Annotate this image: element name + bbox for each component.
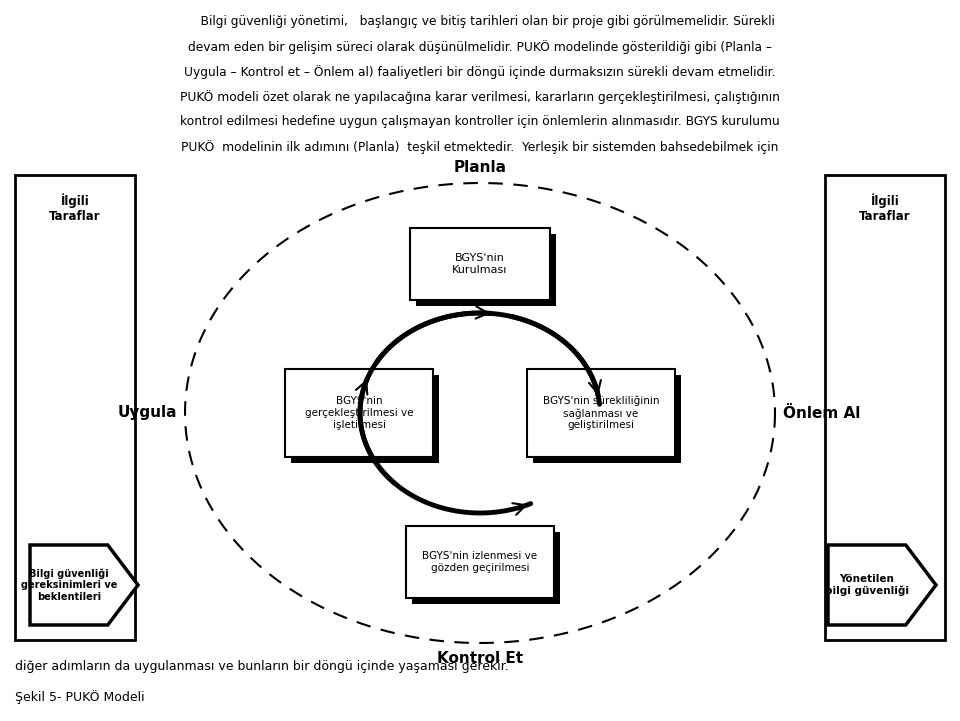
FancyBboxPatch shape (291, 375, 439, 463)
Text: BGYS'nin
gerçekleştirilmesi ve
işletilmesi: BGYS'nin gerçekleştirilmesi ve işletilme… (304, 397, 413, 430)
Text: Uygula: Uygula (117, 405, 177, 420)
FancyBboxPatch shape (410, 228, 550, 300)
Text: Önlem Al: Önlem Al (783, 405, 860, 420)
Text: İlgili
Taraflar: İlgili Taraflar (859, 193, 911, 223)
Text: kontrol edilmesi hedefine uygun çalışmayan kontroller için önlemlerin alınmasıdı: kontrol edilmesi hedefine uygun çalışmay… (180, 115, 780, 128)
Text: PUKÖ modeli özet olarak ne yapılacağına karar verilmesi, kararların gerçekleştir: PUKÖ modeli özet olarak ne yapılacağına … (180, 90, 780, 104)
Text: BGYS'nin izlenmesi ve
gözden geçirilmesi: BGYS'nin izlenmesi ve gözden geçirilmesi (422, 551, 538, 572)
Text: devam eden bir gelişim süreci olarak düşünülmelidir. PUKÖ modelinde gösterildiği: devam eden bir gelişim süreci olarak düş… (188, 40, 772, 54)
FancyBboxPatch shape (406, 526, 554, 598)
Text: Kontrol Et: Kontrol Et (437, 651, 523, 666)
Text: BGYS'nin sürekliliğinin
sağlanması ve
geliştirilmesi: BGYS'nin sürekliliğinin sağlanması ve ge… (542, 396, 660, 430)
Text: İlgili
Taraflar: İlgili Taraflar (49, 193, 101, 223)
Text: BGYS'nin
Kurulması: BGYS'nin Kurulması (452, 253, 508, 275)
Text: Bilgi güvenliği yönetimi,   başlangıç ve bitiş tarihleri olan bir proje gibi gör: Bilgi güvenliği yönetimi, başlangıç ve b… (185, 15, 775, 28)
Text: Yönetilen
bilgi güvenliği: Yönetilen bilgi güvenliği (825, 574, 909, 596)
FancyBboxPatch shape (412, 532, 560, 604)
FancyBboxPatch shape (825, 175, 945, 640)
Text: Uygula – Kontrol et – Önlem al) faaliyetleri bir döngü içinde durmaksızın sürekl: Uygula – Kontrol et – Önlem al) faaliyet… (184, 65, 776, 79)
Text: PUKÖ  modelinin ilk adımını (Planla)  teşkil etmektedir.  Yerleşik bir sistemden: PUKÖ modelinin ilk adımını (Planla) teşk… (181, 140, 779, 154)
Polygon shape (828, 545, 936, 625)
Text: Şekil 5- PUKÖ Modeli: Şekil 5- PUKÖ Modeli (15, 690, 145, 704)
Text: diğer adımların da uygulanması ve bunların bir döngü içinde yaşaması gerekir.: diğer adımların da uygulanması ve bunlar… (15, 660, 509, 673)
Text: Planla: Planla (453, 160, 507, 175)
FancyBboxPatch shape (527, 369, 675, 457)
FancyBboxPatch shape (15, 175, 135, 640)
FancyBboxPatch shape (533, 375, 681, 463)
Polygon shape (30, 545, 138, 625)
FancyBboxPatch shape (416, 234, 556, 306)
FancyBboxPatch shape (285, 369, 433, 457)
Text: Bilgi güvenliği
gereksinimleri ve
beklentileri: Bilgi güvenliği gereksinimleri ve beklen… (21, 568, 117, 602)
